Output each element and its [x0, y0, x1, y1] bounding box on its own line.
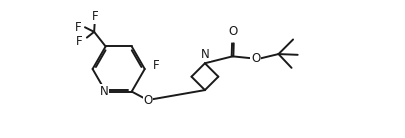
- Text: O: O: [143, 94, 152, 107]
- Text: F: F: [153, 59, 160, 72]
- Text: N: N: [100, 85, 109, 98]
- Text: O: O: [250, 52, 260, 65]
- Text: F: F: [76, 34, 83, 48]
- Text: F: F: [74, 21, 81, 34]
- Text: F: F: [92, 10, 98, 23]
- Text: N: N: [201, 48, 209, 61]
- Text: O: O: [228, 25, 237, 38]
